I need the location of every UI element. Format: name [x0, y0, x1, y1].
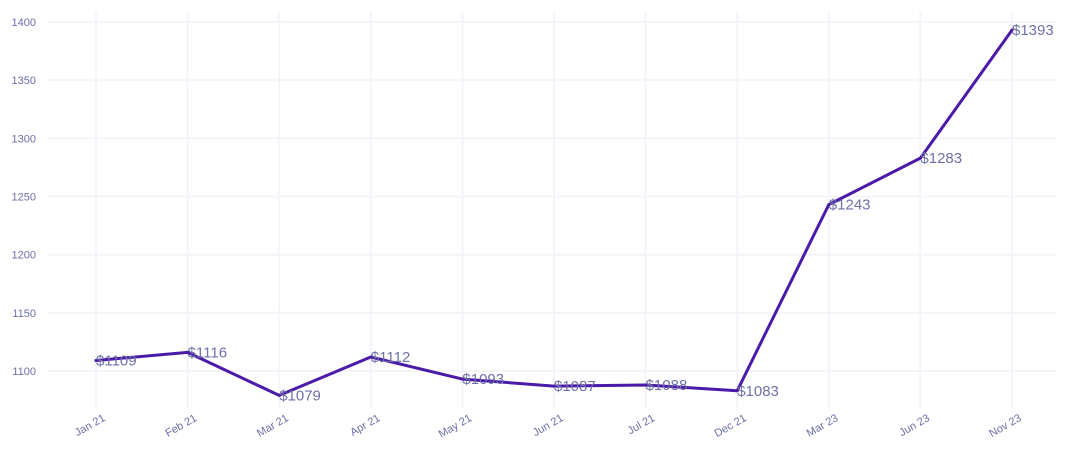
- data-point-4: [460, 377, 464, 381]
- data-label-6: $1088: [646, 377, 688, 394]
- data-label-10: $1393: [1012, 22, 1054, 39]
- x-tick-label-1: Feb 21: [163, 412, 199, 440]
- data-label-1: $1116: [188, 344, 228, 361]
- data-point-1: [186, 350, 190, 354]
- x-tick-label-6: Jul 21: [626, 412, 657, 437]
- data-point-7: [735, 389, 739, 393]
- data-label-2: $1079: [279, 387, 321, 404]
- x-tick-label-2: Mar 21: [255, 412, 291, 440]
- data-point-10: [1010, 28, 1014, 32]
- data-point-6: [644, 383, 648, 387]
- data-point-8: [827, 203, 831, 207]
- y-tick-label-4: 1300: [12, 133, 36, 145]
- data-point-5: [552, 384, 556, 388]
- data-label-8: $1243: [829, 197, 871, 214]
- y-tick-label-2: 1200: [12, 250, 36, 262]
- data-point-3: [369, 355, 373, 359]
- data-label-0: $1109: [96, 353, 137, 370]
- x-tick-label-5: Jun 21: [531, 412, 566, 439]
- x-tick-label-0: Jan 21: [73, 412, 108, 439]
- data-label-5: $1087: [554, 378, 596, 395]
- y-tick-label-6: 1400: [12, 17, 36, 29]
- y-tick-label-3: 1250: [12, 192, 36, 204]
- data-point-2: [277, 393, 281, 397]
- x-tick-label-4: May 21: [437, 412, 474, 440]
- data-labels: $1109 $1116 $1079 $1112 $1093 $1087 $1088 $1083…: [94, 22, 1054, 404]
- data-label-3: $1112: [371, 349, 411, 366]
- data-point-0: [94, 359, 98, 363]
- y-axis: 1100 1150 1200 1250 1300 1350 1400: [12, 17, 36, 378]
- y-tick-label-1: 1150: [12, 308, 36, 320]
- x-tick-label-8: Mar 23: [805, 412, 841, 440]
- grid-lines: [48, 12, 1056, 408]
- data-label-4: $1093: [462, 371, 504, 388]
- y-tick-label-0: 1100: [12, 366, 36, 378]
- x-tick-label-7: Dec 21: [713, 412, 749, 440]
- data-label-7: $1083: [737, 383, 779, 400]
- data-point-9: [918, 156, 922, 160]
- x-tick-label-3: Apr 21: [348, 412, 382, 439]
- x-tick-label-9: Jun 23: [897, 412, 932, 439]
- x-tick-label-10: Nov 23: [987, 412, 1023, 440]
- x-axis: Jan 21 Feb 21 Mar 21 Apr 21 May 21 Jun 21 Jul …: [73, 412, 1024, 440]
- y-tick-label-5: 1350: [12, 75, 36, 87]
- data-label-9: $1283: [920, 150, 962, 167]
